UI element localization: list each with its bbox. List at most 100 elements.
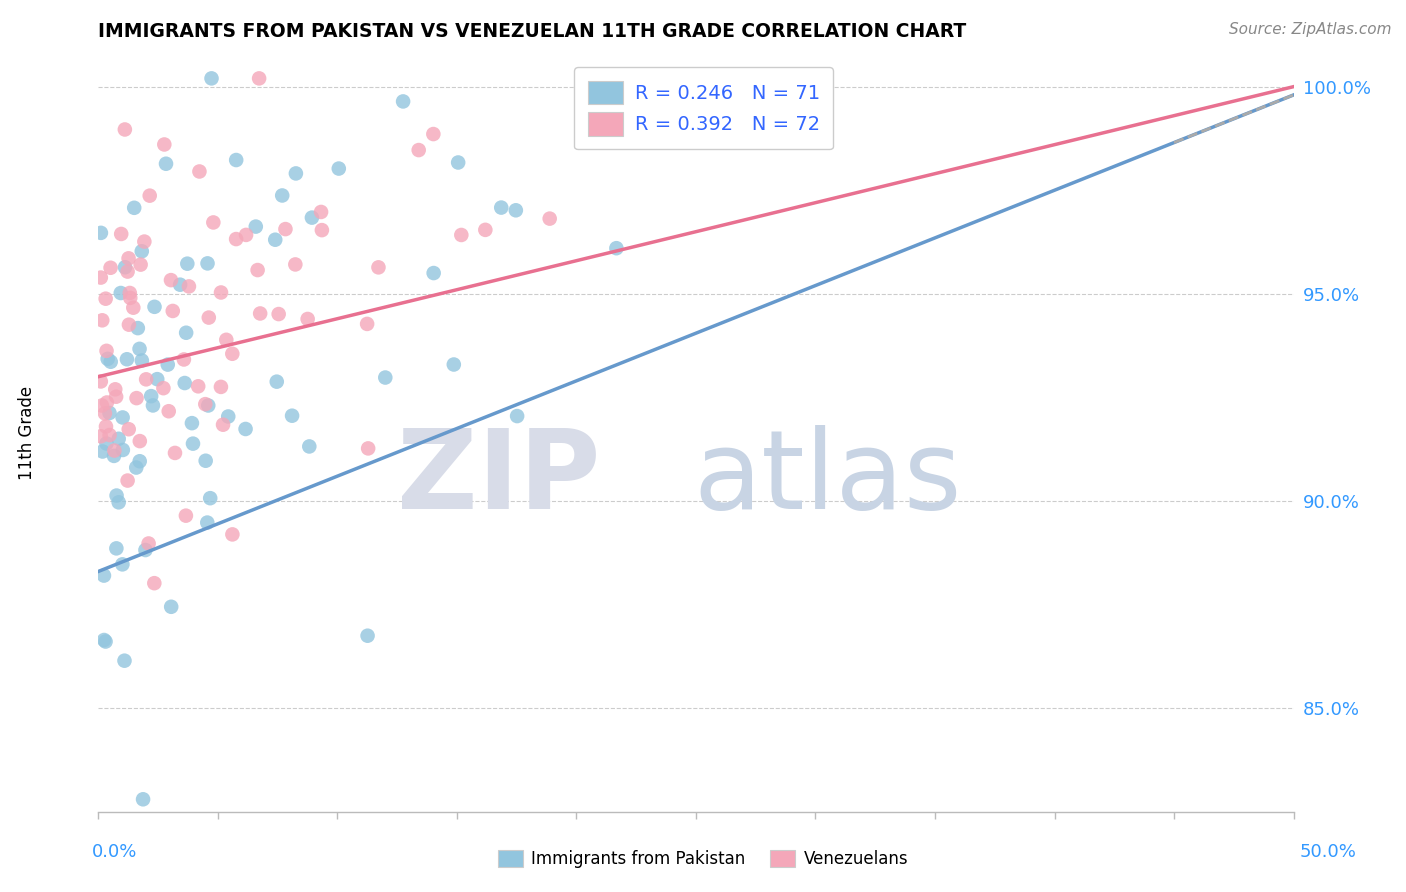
Point xyxy=(188,164,211,178)
Point xyxy=(247,71,270,86)
Point xyxy=(110,227,132,241)
Point xyxy=(202,215,225,229)
Point xyxy=(173,376,195,390)
Point xyxy=(160,599,183,614)
Point xyxy=(131,353,153,368)
Point xyxy=(264,233,287,247)
Point xyxy=(311,223,333,237)
Point xyxy=(90,226,112,240)
Point xyxy=(94,292,117,306)
Point xyxy=(153,137,176,152)
Point xyxy=(163,446,186,460)
Text: 50.0%: 50.0% xyxy=(1301,843,1357,861)
Point xyxy=(157,404,180,418)
Point xyxy=(538,211,561,226)
Point xyxy=(246,263,269,277)
Point xyxy=(160,273,183,287)
Point xyxy=(284,166,307,180)
Point xyxy=(105,541,128,556)
Point xyxy=(104,382,127,396)
Point xyxy=(506,409,529,423)
Point xyxy=(212,417,235,432)
Point xyxy=(134,235,156,249)
Point xyxy=(187,379,209,393)
Point xyxy=(111,442,134,457)
Point xyxy=(177,279,200,293)
Point xyxy=(505,203,527,218)
Point xyxy=(132,792,155,806)
Point xyxy=(284,257,307,271)
Point xyxy=(309,205,332,219)
Point xyxy=(94,634,117,648)
Point xyxy=(117,264,139,278)
Point xyxy=(98,406,121,420)
Point xyxy=(120,291,142,305)
Point xyxy=(215,333,238,347)
Point xyxy=(91,313,114,327)
Point xyxy=(94,406,117,420)
Text: 0.0%: 0.0% xyxy=(91,843,136,861)
Point xyxy=(181,436,204,450)
Point xyxy=(235,422,257,436)
Point xyxy=(367,260,389,275)
Text: ZIP: ZIP xyxy=(396,425,600,532)
Point xyxy=(249,306,271,320)
Point xyxy=(111,410,134,425)
Point xyxy=(245,219,267,234)
Point xyxy=(169,277,191,292)
Point xyxy=(118,422,141,436)
Point xyxy=(274,222,297,236)
Point xyxy=(474,223,496,237)
Point xyxy=(105,390,128,404)
Point xyxy=(174,326,197,340)
Point xyxy=(328,161,350,176)
Point xyxy=(135,372,157,386)
Point xyxy=(94,419,117,434)
Point xyxy=(103,449,125,463)
Point xyxy=(197,256,219,270)
Point xyxy=(200,491,222,505)
Point xyxy=(107,432,129,446)
Point xyxy=(90,399,112,413)
Point xyxy=(90,429,112,443)
Point xyxy=(443,358,465,372)
Point xyxy=(100,355,122,369)
Point xyxy=(266,375,288,389)
Point xyxy=(98,428,121,442)
Point xyxy=(209,380,232,394)
Point xyxy=(374,370,396,384)
Point xyxy=(235,227,257,242)
Point xyxy=(200,71,222,86)
Text: Source: ZipAtlas.com: Source: ZipAtlas.com xyxy=(1229,22,1392,37)
Point xyxy=(301,211,323,225)
Point xyxy=(155,157,177,171)
Point xyxy=(114,122,136,136)
Point xyxy=(90,375,112,389)
Point xyxy=(105,489,128,503)
Point xyxy=(143,576,166,591)
Point xyxy=(128,454,150,468)
Point xyxy=(357,442,380,456)
Point xyxy=(96,395,118,409)
Point xyxy=(408,143,430,157)
Point xyxy=(138,188,160,202)
Point xyxy=(152,381,174,395)
Point xyxy=(156,358,179,372)
Point xyxy=(114,260,136,275)
Point xyxy=(225,232,247,246)
Point xyxy=(491,201,513,215)
Point xyxy=(129,258,152,272)
Point xyxy=(195,516,218,530)
Point xyxy=(93,633,115,648)
Point xyxy=(142,399,165,413)
Legend: R = 0.246   N = 71, R = 0.392   N = 72: R = 0.246 N = 71, R = 0.392 N = 72 xyxy=(574,67,834,150)
Point xyxy=(194,397,217,411)
Point xyxy=(174,508,197,523)
Point xyxy=(125,460,148,475)
Point xyxy=(114,654,136,668)
Point xyxy=(450,227,472,242)
Text: IMMIGRANTS FROM PAKISTAN VS VENEZUELAN 11TH GRADE CORRELATION CHART: IMMIGRANTS FROM PAKISTAN VS VENEZUELAN 1… xyxy=(98,21,967,41)
Y-axis label: 11th Grade: 11th Grade xyxy=(18,385,37,480)
Point xyxy=(422,127,444,141)
Point xyxy=(117,252,139,266)
